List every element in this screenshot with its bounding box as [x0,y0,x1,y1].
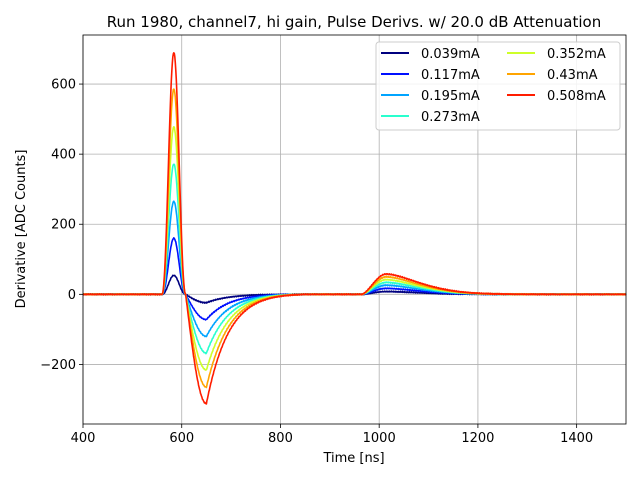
legend-label: 0.195mA [421,89,480,104]
legend-box [375,41,621,131]
y-tick-label: 0 [68,288,76,303]
y-tick-label: 400 [51,148,76,163]
legend-label: 0.117mA [421,68,480,83]
series-line-5 [82,88,627,389]
x-tick-label: 400 [71,431,96,446]
legend-label: 0.039mA [421,47,480,62]
legend-label: 0.43mA [547,68,598,83]
series-lines [82,52,627,405]
legend-label: 0.352mA [547,47,606,62]
series-line-6 [82,52,627,405]
y-tick-label: 600 [51,78,76,93]
y-tick-label: 200 [51,218,76,233]
x-tick-label: 1400 [560,431,593,446]
x-tick-label: 1000 [363,431,396,446]
chart-title: Run 1980, channel7, hi gain, Pulse Deriv… [107,13,601,31]
legend-label: 0.508mA [547,89,606,104]
x-tick-label: 800 [268,431,293,446]
x-axis-label: Time [ns] [322,451,384,466]
y-tick-label: −200 [40,358,76,373]
x-tick-label: 1200 [461,431,494,446]
legend: 0.039mA 0.117mA 0.195mA 0.273mA 0.352mA 0.43m… [375,41,621,131]
legend-label: 0.273mA [421,110,480,125]
plot-frame [82,34,627,425]
x-tick-label: 600 [169,431,194,446]
series-line-4 [82,125,627,371]
y-axis-label: Derivative [ADC Counts] [14,150,29,309]
axis-ticks: 400 600 800 1000 1200 1400 −200 0 200 400 600 [40,78,593,446]
